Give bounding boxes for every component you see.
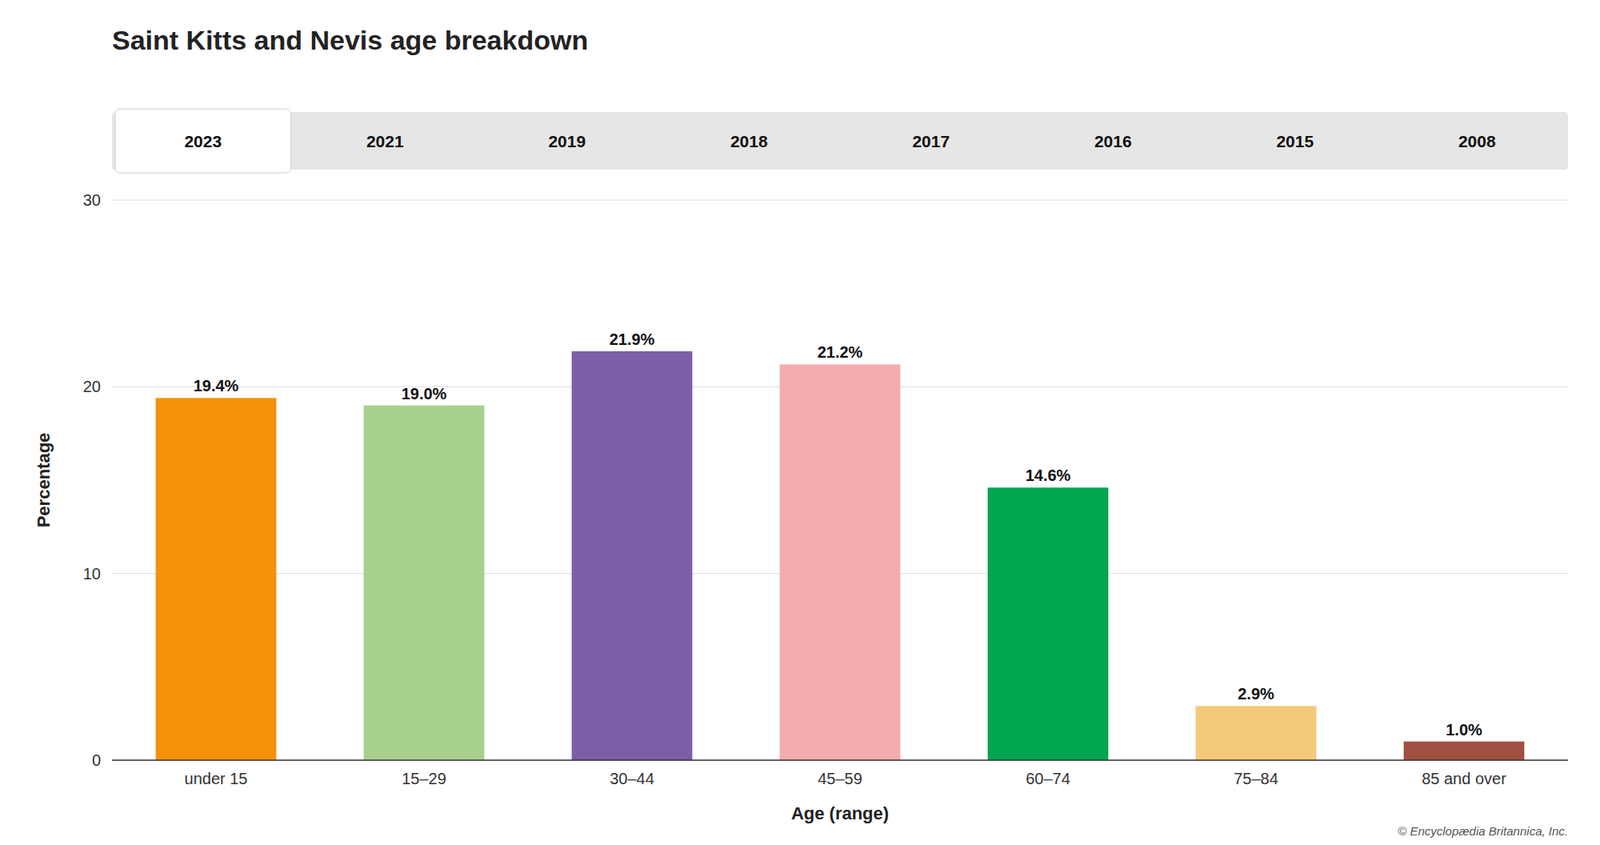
data-label: 19.0% — [401, 384, 448, 403]
tab-bar: 2023 2021 2019 2018 2017 2016 2015 2008 — [112, 108, 1568, 173]
tab-active[interactable] — [115, 108, 292, 173]
x-tick-label: 60–74 — [1025, 769, 1071, 788]
x-tick-label: 85 and over — [1421, 769, 1507, 788]
tab[interactable] — [297, 115, 474, 167]
tab[interactable] — [1025, 115, 1202, 167]
y-axis-label: Percentage — [33, 432, 54, 528]
y-tick-label: 20 — [83, 377, 101, 396]
tab-label: 2021 — [366, 132, 404, 151]
title: Saint Kitts and Nevis age breakdown — [112, 24, 588, 56]
x-tick-label: 45–59 — [817, 769, 863, 788]
data-label: 1.0% — [1445, 720, 1483, 739]
data-label: 21.2% — [817, 343, 864, 361]
y-tick-label: 10 — [83, 564, 101, 583]
x-axis-line — [112, 759, 1568, 761]
data-label: 21.9% — [609, 330, 656, 348]
tab[interactable] — [843, 115, 1020, 167]
x-tick-label: 75–84 — [1233, 769, 1279, 788]
x-tick-label: 15–29 — [401, 769, 447, 788]
x-tick-label: 30–44 — [609, 769, 655, 788]
bar — [780, 364, 901, 760]
x-axis: under 15 15–29 30–44 45–59 60–74 75–84 85 and … — [112, 760, 1568, 788]
bars — [156, 351, 1525, 760]
tab-bar-background — [112, 112, 1568, 170]
tab-label: 2017 — [912, 132, 950, 151]
bar — [1196, 705, 1317, 760]
tab-label: 2018 — [730, 132, 768, 151]
bar — [156, 397, 277, 760]
y-axis: 0 10 20 30 — [83, 191, 1568, 769]
bar — [1404, 741, 1525, 760]
tab-label: 2015 — [1276, 132, 1314, 151]
tab[interactable] — [479, 115, 656, 167]
tab-label: 2016 — [1094, 132, 1132, 151]
chart: Saint Kitts and Nevis age breakdown20232… — [0, 0, 1600, 845]
tab-label: 2019 — [548, 132, 586, 151]
credit: © Encyclopædia Britannica, Inc. — [1397, 824, 1568, 838]
data-label: 14.6% — [1025, 466, 1072, 484]
data-label: 2.9% — [1237, 684, 1275, 703]
tab-label: 2023 — [184, 132, 222, 151]
x-axis-label: Age (range) — [791, 803, 889, 824]
tab[interactable] — [1389, 115, 1566, 167]
bar — [364, 405, 485, 760]
bar — [988, 487, 1109, 760]
grid-line — [112, 760, 1568, 761]
tab[interactable] — [1207, 115, 1384, 167]
bar — [572, 351, 693, 760]
tab[interactable] — [661, 115, 838, 167]
x-tick-label: under 15 — [184, 769, 248, 788]
tab-label: 2008 — [1458, 132, 1496, 151]
y-tick-label: 30 — [83, 191, 101, 209]
data-label: 19.4% — [193, 376, 240, 395]
y-tick-label: 0 — [92, 751, 101, 769]
data-labels: 19.4% 19.0% 21.9% 21.2% 14.6% 2.9% 1.0% — [193, 330, 1483, 739]
grid-line — [112, 200, 1568, 201]
